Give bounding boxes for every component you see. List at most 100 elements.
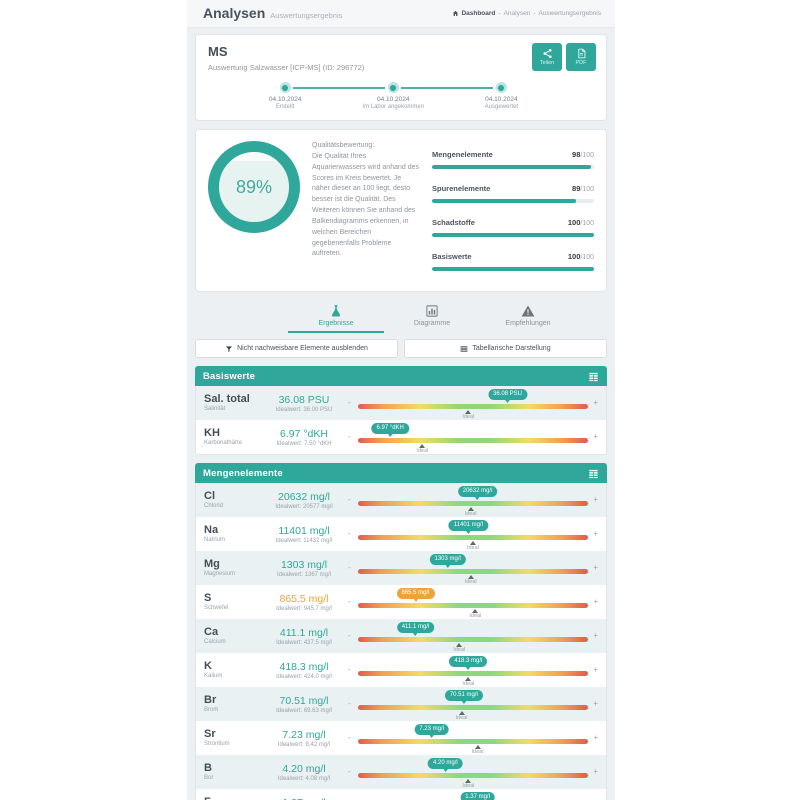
ideal-marker-icon xyxy=(456,643,463,647)
measured-value: 418.3 mg/l xyxy=(279,660,329,673)
section-header: Mengenelemente xyxy=(195,463,607,483)
nicht-nachweisbare-elemente-ausblenden-button[interactable]: Nicht nachweisbare Elemente ausblenden xyxy=(195,339,398,358)
ideal-value-label: Idealwert: 437.5 mg/l xyxy=(276,639,332,646)
slider-zone: 418.3 mg/l Ideal xyxy=(358,653,588,687)
gradient-track xyxy=(358,535,588,540)
score-bar-track xyxy=(432,267,594,271)
bar-chart-icon xyxy=(425,304,439,318)
score-bar-track xyxy=(432,165,594,169)
element-measurement: 20632 mg/l Idealwert: 20577 mg/l xyxy=(260,491,348,510)
ideal-marker-label: Ideal xyxy=(469,613,482,619)
score-bar-mengenelemente: Mengenelemente 98/100 xyxy=(432,144,594,169)
value-slider: - 418.3 mg/l Ideal + xyxy=(348,653,598,687)
breadcrumb-home[interactable]: Dashboard xyxy=(452,10,495,17)
element-name: Magnesium xyxy=(204,571,236,578)
element-identity: Sal. total Salinität xyxy=(204,393,260,412)
ideal-marker-icon xyxy=(465,410,472,414)
tab-empfehlungen[interactable]: Empfehlungen xyxy=(480,304,576,333)
plus-label: + xyxy=(593,529,598,538)
measured-value: 7.23 mg/l xyxy=(282,728,326,741)
button-label: Teilen xyxy=(539,60,555,66)
element-identity: B Bor xyxy=(204,761,260,782)
tab-label: Diagramme xyxy=(413,320,451,327)
timeline-date: 04.10.2024 xyxy=(485,96,518,103)
score-bar-basiswerte: Basiswerte 100/100 xyxy=(432,246,594,271)
minus-label: - xyxy=(348,631,351,640)
ideal-value-label: Idealwert: 4.08 mg/l xyxy=(277,775,331,782)
timeline-connector xyxy=(401,87,494,89)
element-row-cl: Cl Chlorid 20632 mg/l Idealwert: 20577 mg/l… xyxy=(196,483,606,517)
ideal-value-label: Idealwert: 11432 mg/l xyxy=(275,537,333,544)
tab-diagramme[interactable]: Diagramme xyxy=(384,304,480,333)
tabellarische-darstellung-button[interactable]: Tabellarische Darstellung xyxy=(404,339,607,358)
value-slider: - 36.08 PSU Ideal + xyxy=(348,386,598,420)
score-bar-header: Schadstoffe 100/100 xyxy=(432,212,594,230)
home-icon xyxy=(452,10,459,17)
minus-label: - xyxy=(348,597,351,606)
value-slider: - 20632 mg/l Ideal + xyxy=(348,483,598,517)
element-row-mg: Mg Magnesium 1303 mg/l Idealwert: 1367 mg/l… xyxy=(196,551,606,585)
slider-zone: 11401 mg/l Ideal xyxy=(358,517,588,551)
ideal-marker-label: Ideal xyxy=(453,647,466,653)
element-row-na: Na Natrium 11401 mg/l Idealwert: 11432 mg/l… xyxy=(196,517,606,551)
value-badge: 11401 mg/l xyxy=(448,520,489,531)
element-symbol: Na xyxy=(204,523,219,536)
measured-value: 1.37 mg/l xyxy=(260,797,348,800)
ideal-value-label: Idealwert: 1367 mg/l xyxy=(276,571,332,578)
element-identity: S Schwefel xyxy=(204,592,260,611)
element-name: Natrium xyxy=(204,537,226,544)
ideal-marker-label: Ideal xyxy=(416,448,429,454)
element-identity: Na Natrium xyxy=(204,523,260,544)
gradient-track xyxy=(358,705,588,710)
slider-zone: 1303 mg/l Ideal xyxy=(358,551,588,585)
score-bar-header: Basiswerte 100/100 xyxy=(432,246,594,264)
minus-label: - xyxy=(348,665,351,674)
ideal-marker-label: Ideal xyxy=(462,414,475,420)
value-badge: 7.23 mg/l xyxy=(414,724,449,735)
plus-label: + xyxy=(593,665,598,674)
warning-icon xyxy=(521,304,535,318)
pdf-button[interactable]: PDF xyxy=(566,43,596,71)
value-slider: - 7.23 mg/l Ideal + xyxy=(348,721,598,755)
element-row-kh: KH Karbonathärte 6.97 °dKH Idealwert: 7.50 … xyxy=(196,420,606,454)
ideal-value-label: Idealwert: 8.42 mg/l xyxy=(277,741,331,748)
element-symbol: B xyxy=(204,761,212,774)
element-identity: K Kalium xyxy=(204,660,260,680)
value-badge: 36.08 PSU xyxy=(487,389,528,400)
element-name: Kalium xyxy=(204,673,223,680)
quality-bars: Mengenelemente 98/100 Spurenelemente 89/100… xyxy=(432,141,594,280)
element-identity: Sr Strontium xyxy=(204,728,260,747)
score-bar-header: Spurenelemente 89/100 xyxy=(432,178,594,196)
slider-zone: 70.51 mg/l Ideal xyxy=(358,687,588,721)
sample-actions: Teilen PDF xyxy=(532,43,596,71)
table-rows-icon[interactable] xyxy=(588,371,599,382)
plus-label: + xyxy=(593,767,598,776)
minus-label: - xyxy=(348,563,351,572)
element-symbol: Br xyxy=(204,693,217,706)
timeline-dot-icon xyxy=(279,82,291,93)
element-name: Bor xyxy=(204,775,214,782)
value-badge: 4.20 mg/l xyxy=(428,758,463,769)
plus-label: + xyxy=(593,495,598,504)
page-title: Analysen xyxy=(203,4,266,21)
timeline: 04.10.2024 Erstellt 04.10.2024 Im Labor ang… xyxy=(208,82,594,118)
ideal-value-label: Idealwert: 945.7 mg/l xyxy=(276,605,332,612)
breadcrumb-analysen[interactable]: Analysen xyxy=(503,10,531,17)
minus-label: - xyxy=(348,398,351,407)
element-row-sr: Sr Strontium 7.23 mg/l Idealwert: 8.42 mg/l… xyxy=(196,721,606,755)
value-slider: - 865.5 mg/l Ideal + xyxy=(348,585,598,619)
teilen-button[interactable]: Teilen xyxy=(532,43,562,71)
value-badge: 20632 mg/l xyxy=(457,486,498,497)
breadcrumb-home-label: Dashboard xyxy=(461,10,496,17)
ideal-marker-icon xyxy=(458,711,465,715)
filter-icon xyxy=(225,345,233,353)
value-slider: - 11401 mg/l Ideal + xyxy=(348,517,598,551)
element-identity: Br Brom xyxy=(204,693,260,713)
element-measurement: 865.5 mg/l Idealwert: 945.7 mg/l xyxy=(260,593,348,612)
tab-ergebnisse[interactable]: Ergebnisse xyxy=(288,304,384,333)
tab-label: Empfehlungen xyxy=(505,320,551,327)
ideal-marker-icon xyxy=(474,745,481,749)
measured-value: 11401 mg/l xyxy=(278,524,330,537)
gradient-track xyxy=(358,739,588,744)
table-rows-icon[interactable] xyxy=(588,468,599,479)
